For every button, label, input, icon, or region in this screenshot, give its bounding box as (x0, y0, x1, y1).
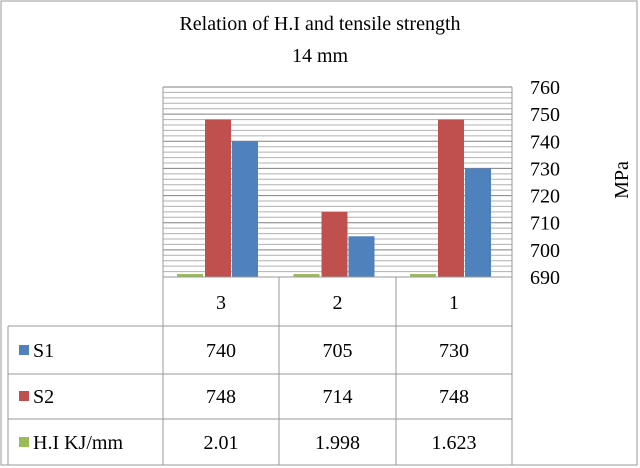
data-label: 705 (323, 340, 353, 362)
legend-swatch-s2 (19, 391, 29, 401)
data-table: 3 2 1 S1 740 705 730 S2 748 714 748 H.I KJ/mm 2.01 1.… (7, 87, 513, 465)
legend-swatch-h-i-kj-mm (19, 437, 29, 447)
y-tick-label: 730 (530, 158, 560, 180)
bar-s1-cat-3 (232, 141, 258, 277)
bar-s2-cat-2 (321, 211, 348, 277)
legend-label: S1 (33, 340, 54, 362)
data-label: 748 (206, 386, 236, 408)
y-tick-label: 720 (530, 186, 560, 208)
y-tick-label: 740 (530, 131, 560, 153)
data-label: 748 (439, 386, 469, 408)
y-tick-label: 750 (530, 104, 560, 126)
y-tick-label: 700 (530, 240, 560, 262)
data-label: 714 (323, 386, 353, 408)
bar-h-i-kj-mm-cat-2 (293, 274, 320, 277)
data-label: 1.998 (315, 432, 360, 454)
legend-swatch-s1 (19, 345, 29, 355)
bar-s1-cat-2 (348, 236, 375, 277)
data-label: 740 (206, 340, 236, 362)
bar-h-i-kj-mm-cat-3 (177, 274, 203, 277)
bar-s1-cat-1 (465, 168, 491, 277)
data-label: 730 (439, 340, 469, 362)
chart-title: Relation of H.I and tensile strength (179, 13, 460, 35)
chart-subtitle: 14 mm (292, 45, 349, 67)
x-tick-label: 3 (216, 292, 226, 314)
bar-h-i-kj-mm-cat-1 (410, 274, 436, 277)
y-tick-label: 710 (530, 213, 560, 235)
x-tick-label: 2 (333, 292, 343, 314)
data-label: 2.01 (204, 432, 239, 454)
data-label: 1.623 (432, 432, 477, 454)
y-tick-label: 760 (530, 77, 560, 99)
bars (177, 119, 491, 277)
x-tick-label: 1 (449, 292, 459, 314)
bar-s2-cat-1 (438, 119, 464, 277)
bar-s2-cat-3 (205, 119, 231, 277)
y-tick-label: 690 (530, 267, 560, 289)
legend-label: S2 (33, 386, 54, 408)
y-axis-ticks: 760 750 740 730 720 710 700 690 (530, 77, 560, 289)
y-axis-label: MPa (611, 161, 633, 199)
legend-label: H.I KJ/mm (33, 432, 123, 454)
